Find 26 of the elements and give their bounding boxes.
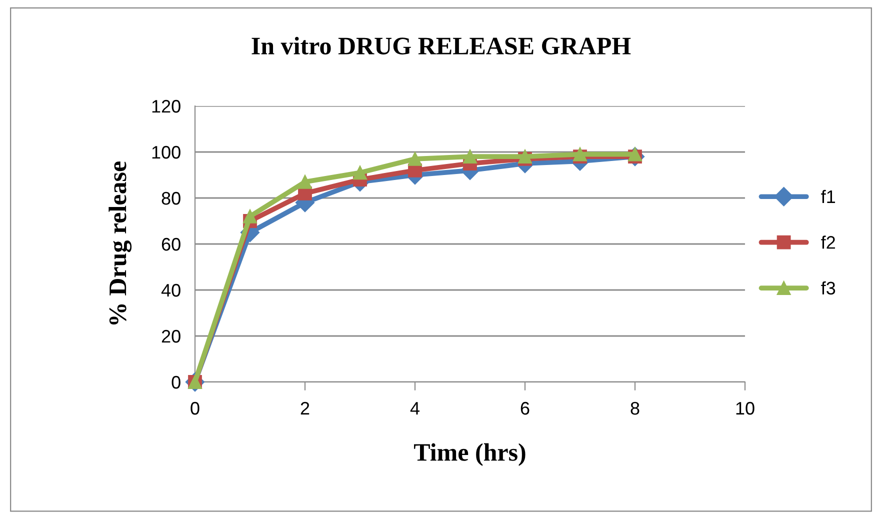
point — [628, 147, 642, 162]
y-tick-label: 60 — [162, 238, 180, 251]
x-axis-title: Time (hrs) — [414, 443, 526, 466]
y-tick-label: 120 — [152, 100, 180, 113]
x-tick-label: 8 — [630, 402, 640, 415]
x-tick-label: 2 — [300, 402, 310, 415]
point — [463, 150, 477, 164]
y-tick-label: 40 — [161, 284, 180, 297]
x-tick-label: 6 — [520, 402, 530, 415]
point — [353, 166, 367, 180]
legend-label: f2 — [821, 236, 835, 249]
legend-label: f1 — [821, 190, 836, 203]
chart-title: In vitro DRUG RELEASE GRAPH — [252, 36, 631, 54]
point — [408, 152, 422, 166]
y-tick-label: 80 — [162, 192, 180, 205]
y-tick-label: 0 — [172, 376, 180, 389]
x-tick-label: 0 — [190, 402, 200, 415]
legend-label: f3 — [821, 281, 836, 295]
x-tick-label: 4 — [410, 402, 420, 415]
x-tick-label: 10 — [736, 402, 754, 415]
point — [298, 174, 312, 189]
point — [573, 147, 587, 162]
y-tick-label: 100 — [152, 146, 180, 159]
y-tick-label: 20 — [162, 330, 180, 343]
y-axis-title: % Drug release — [108, 162, 132, 325]
point — [243, 209, 257, 224]
